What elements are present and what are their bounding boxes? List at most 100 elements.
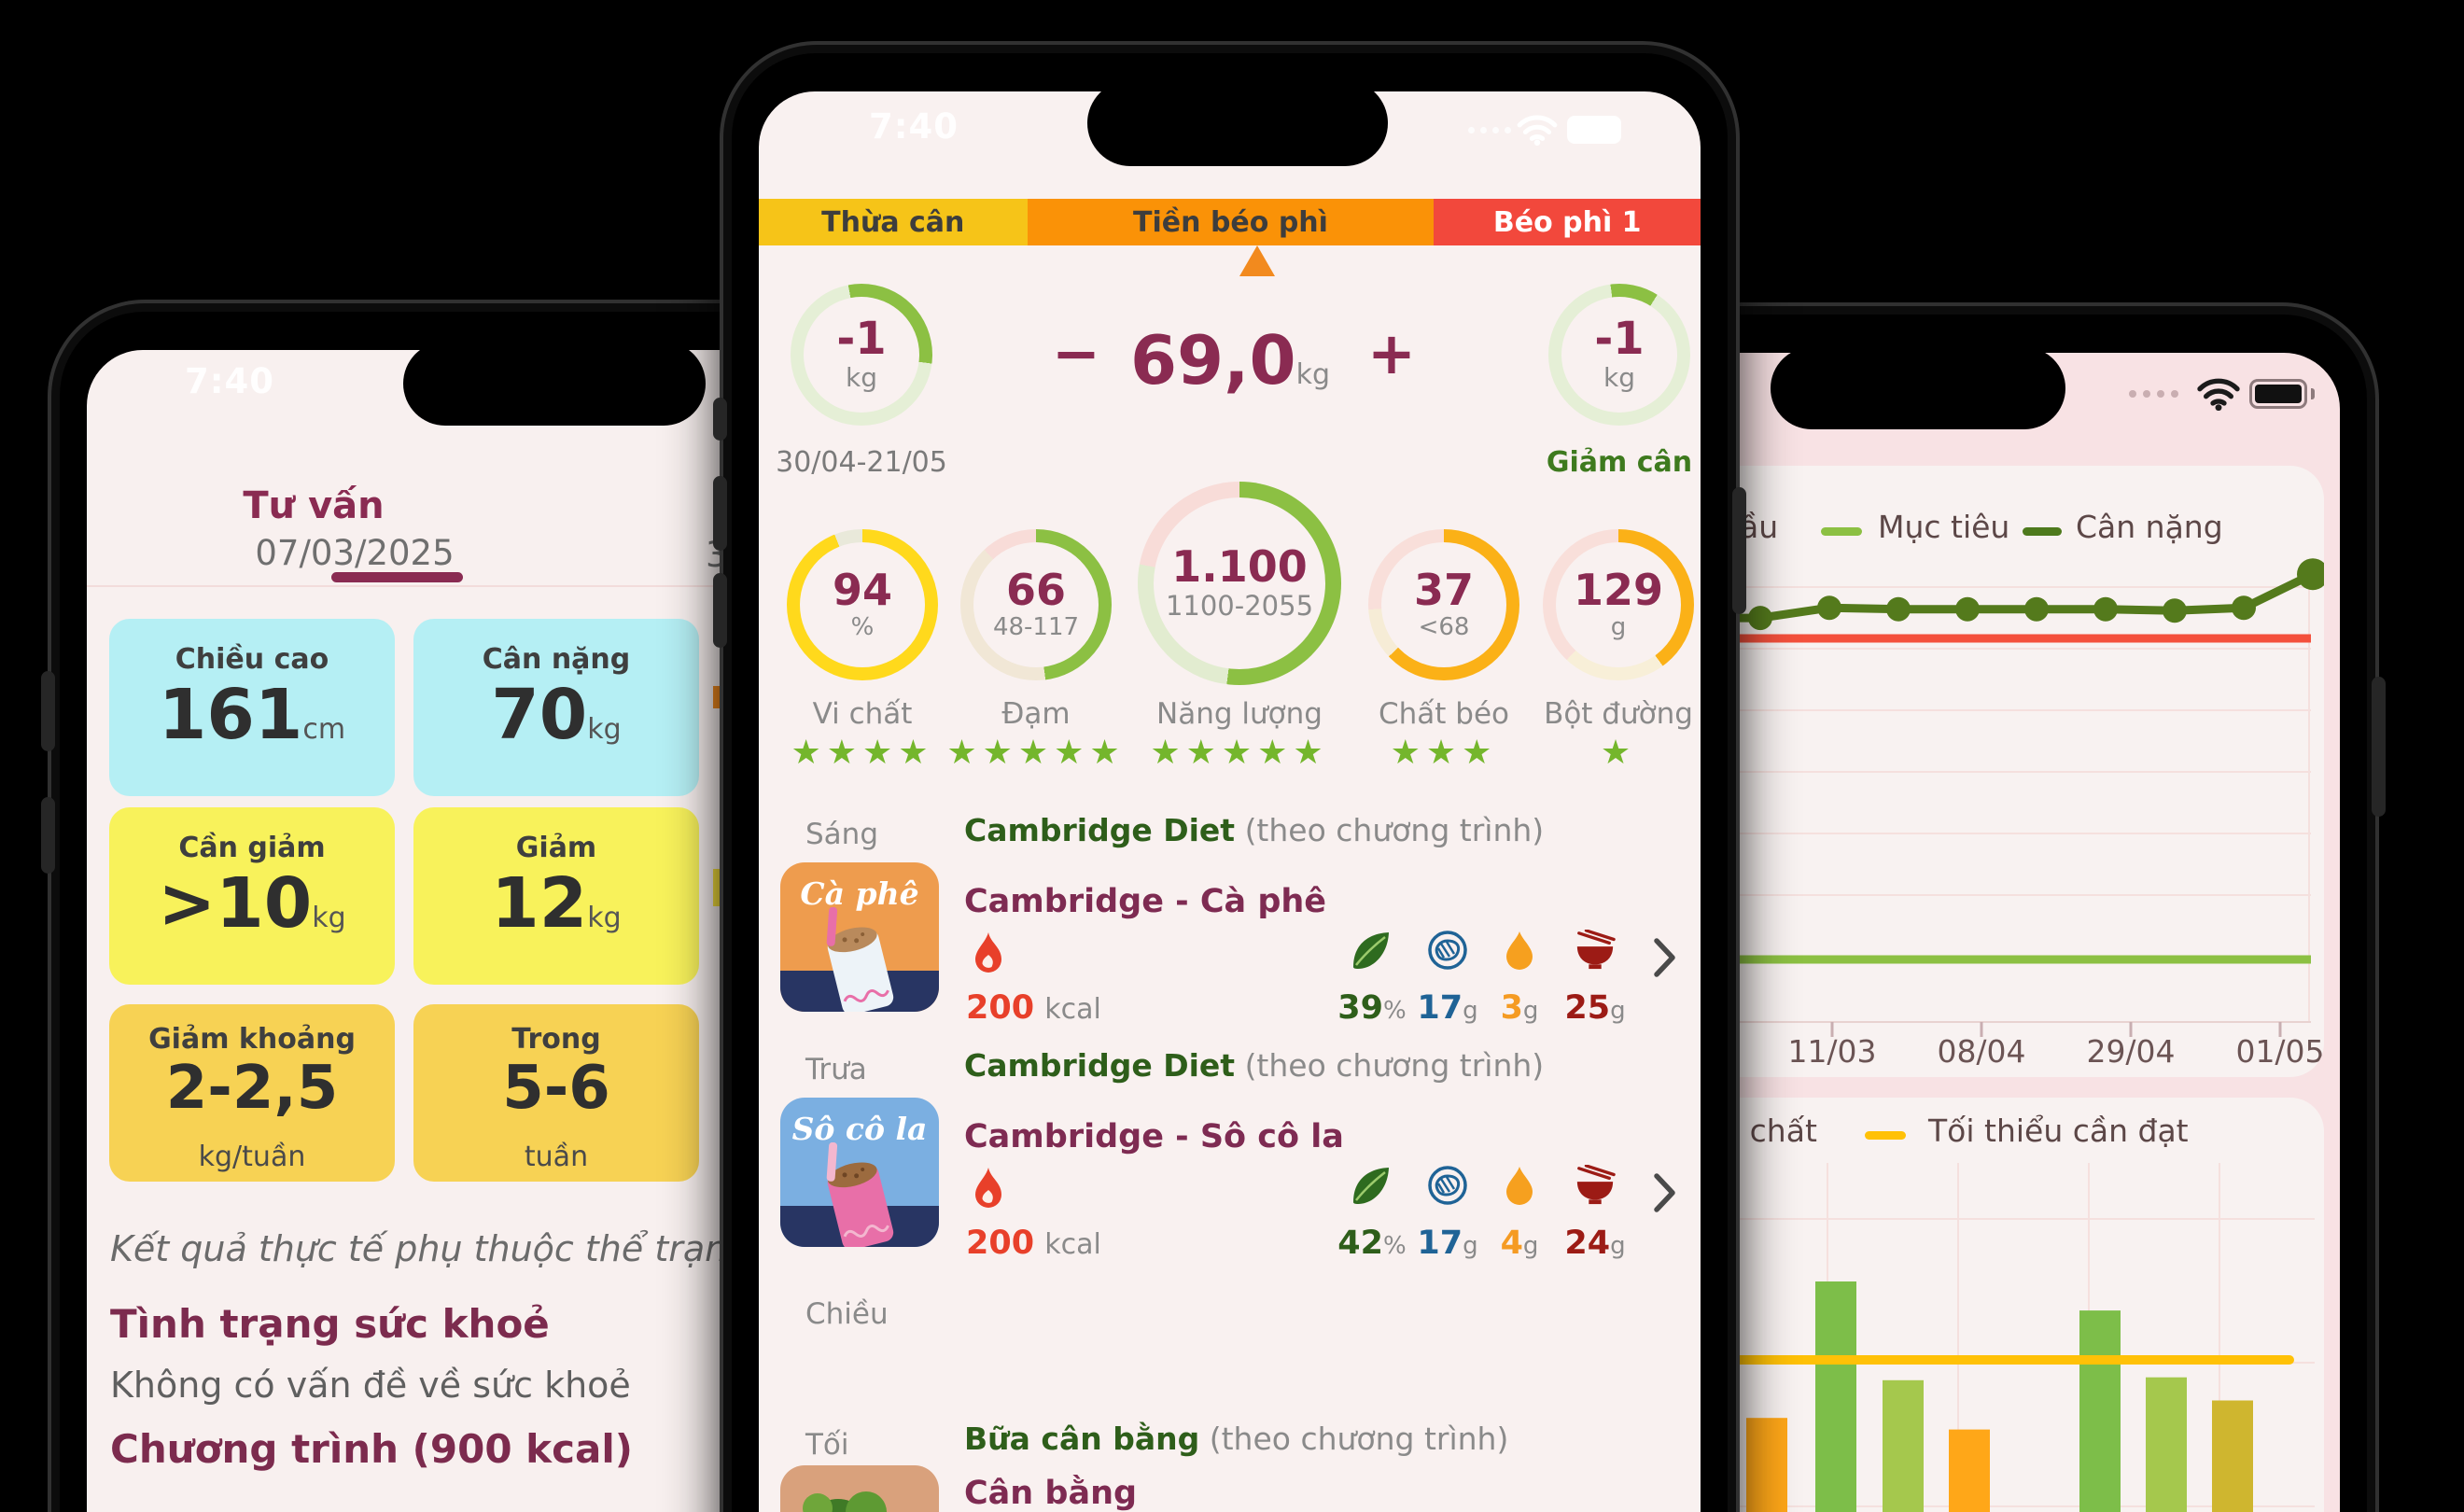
- health-status-heading: Tình trạng sức khoẻ: [110, 1301, 550, 1347]
- battery-nub-icon: [2311, 388, 2315, 399]
- card-height-unit: cm: [302, 713, 346, 746]
- ring-dam-value: 66: [1005, 565, 1066, 616]
- chocolate-shake-illustration: [826, 1142, 894, 1247]
- stars-chat-beo: ★★★: [1390, 734, 1498, 772]
- stars-bot-duong: ★: [1600, 734, 1637, 772]
- current-weight-number: 69,0: [1129, 321, 1296, 399]
- label-nang-luong: Năng lượng: [1156, 697, 1323, 731]
- veg-leaf-icon: [1350, 1165, 1391, 1206]
- ring-nang-luong-value: 1.100: [1171, 541, 1308, 593]
- fat-droplet-icon: [1504, 1165, 1535, 1206]
- card-rate: Giảm khoảng 2-2,5 kg/tuần: [109, 1004, 395, 1182]
- tile-label-ca-phe: Cà phê: [800, 875, 919, 912]
- meal-photo-can-bang[interactable]: [780, 1465, 939, 1512]
- bmi-segment-obese1-label: Béo phì 1: [1492, 205, 1642, 239]
- center-status-time: 7:40: [869, 106, 959, 147]
- divider: [87, 585, 1029, 587]
- carb-bowl-icon: [1573, 1165, 1617, 1206]
- section-trua: Trưa: [805, 1053, 867, 1086]
- protein-steak-icon: [1427, 1165, 1468, 1206]
- ring-dam-sub: 48-117: [992, 612, 1080, 641]
- period-caption: 30/04-21/05: [776, 446, 947, 479]
- label-dam: Đạm: [1001, 697, 1071, 731]
- battery-icon: [2249, 379, 2307, 409]
- x-tick-3: 29/04: [2086, 1033, 2176, 1070]
- card-weight-title: Cân nặng: [482, 643, 631, 676]
- calories-flame-icon: [969, 931, 1008, 976]
- left-phone-volume-down-button: [41, 797, 55, 874]
- right-phone-power-button: [2372, 677, 2386, 817]
- weight-increase-button[interactable]: +: [1367, 319, 1416, 387]
- ring-chat-beo-value: 37: [1413, 565, 1474, 616]
- goal-caption: Giảm cân: [1546, 446, 1693, 479]
- stat-fat-sang: 3g: [1500, 989, 1539, 1027]
- card-weight-unit: kg: [587, 713, 622, 746]
- center-phone: 7:40 Thừa cân Tiền béo phì Béo phì 1 -1 k…: [713, 45, 1746, 1512]
- bmi-segment-bar: Thừa cân Tiền béo phì Béo phì 1: [759, 199, 1701, 245]
- chevron-right-icon[interactable]: [1644, 1169, 1685, 1217]
- tab-tu-van[interactable]: Tư vấn: [243, 484, 385, 527]
- bmi-segment-obese1: Béo phì 1: [1434, 199, 1701, 245]
- section-toi: Tối: [805, 1428, 849, 1462]
- left-phone-volume-up-button: [41, 671, 55, 751]
- ring-bot-duong-sub: g: [1610, 612, 1627, 641]
- card-height: Chiều cao 161cm: [109, 619, 395, 796]
- kcal-sang-value: 200: [966, 989, 1035, 1027]
- legend-weight-dash-icon: [2023, 527, 2062, 536]
- legend-target-dash-icon: [1821, 527, 1862, 536]
- stars-nang-luong: ★★★★★: [1150, 734, 1329, 772]
- dish-trua[interactable]: Cambridge - Sô cô la: [964, 1118, 1344, 1155]
- dish-sang[interactable]: Cambridge - Cà phê: [964, 883, 1327, 920]
- meal-photo-ca-phe[interactable]: Cà phê: [780, 862, 939, 1012]
- bmi-segment-overweight: Thừa cân: [759, 199, 1028, 245]
- kcal-sang-unit: kcal: [1044, 993, 1101, 1026]
- bmi-segment-overweight-label: Thừa cân: [821, 205, 965, 239]
- card-lose-unit: kg: [587, 902, 622, 934]
- card-height-number: 161: [158, 675, 303, 755]
- calories-flame-icon: [969, 1167, 1008, 1211]
- card-lose-value: 12kg: [413, 869, 699, 938]
- coffee-shake-illustration: [826, 907, 894, 1012]
- plan-note-sang: (theo chương trình): [1244, 812, 1545, 848]
- kcal-trua-unit: kcal: [1044, 1228, 1101, 1261]
- center-phone-screen: 7:40 Thừa cân Tiền béo phì Béo phì 1 -1 k…: [759, 91, 1701, 1512]
- kcal-trua-value: 200: [966, 1225, 1035, 1262]
- ring-vi-chat-sub: %: [850, 612, 875, 641]
- card-need-lose-value: >10kg: [109, 869, 395, 938]
- meal-photo-so-co-la[interactable]: Sô cô la: [780, 1098, 939, 1247]
- center-wifi-icon: [1517, 114, 1558, 146]
- card-need-lose-title: Cần giảm: [178, 832, 326, 864]
- card-lose-number: 12: [491, 863, 588, 944]
- label-bot-duong: Bột đường: [1544, 697, 1693, 731]
- ring-left-unit: kg: [846, 362, 877, 394]
- center-phone-power-button: [1732, 487, 1746, 614]
- legend-threshold-dash-icon: [1865, 1131, 1906, 1140]
- card-height-value: 161cm: [109, 680, 395, 749]
- chevron-right-icon[interactable]: [1644, 933, 1685, 982]
- ring-bot-duong-value: 129: [1573, 565, 1664, 616]
- stat-veg-sang: 39%: [1337, 989, 1407, 1027]
- stat-fat-trua: 4g: [1500, 1225, 1539, 1262]
- weight-decrease-button[interactable]: −: [1052, 319, 1100, 387]
- bmi-segment-preobese-label: Tiền béo phì: [1133, 205, 1328, 239]
- card-lose-title: Giảm: [515, 832, 597, 864]
- section-sang: Sáng: [805, 818, 878, 851]
- card-weight: Cân nặng 70kg: [413, 619, 699, 796]
- card-need-lose-unit: kg: [312, 902, 346, 934]
- ring-bot-duong: 129 g: [1543, 529, 1694, 680]
- result-note: Kết quả thực tế phụ thuộc thể trạng của: [110, 1228, 825, 1269]
- label-vi-chat: Vi chất: [812, 697, 913, 731]
- bmi-pointer-icon: [1239, 245, 1275, 276]
- card-need-lose: Cần giảm >10kg: [109, 807, 395, 985]
- plan-line-sang: Cambridge Diet (theo chương trình): [964, 812, 1544, 848]
- stars-dam: ★★★★★: [946, 734, 1126, 772]
- ring-dam: 66 48-117: [960, 529, 1112, 680]
- tab-indicator: [331, 572, 463, 582]
- wifi-icon: [2197, 377, 2240, 411]
- plan-line-trua: Cambridge Diet (theo chương trình): [964, 1047, 1544, 1084]
- card-duration: Trong 5-6 tuần: [413, 1004, 699, 1182]
- dish-toi[interactable]: Cân bằng: [964, 1475, 1138, 1512]
- x-tick-4: 01/05: [2235, 1033, 2324, 1070]
- card-weight-number: 70: [491, 675, 588, 755]
